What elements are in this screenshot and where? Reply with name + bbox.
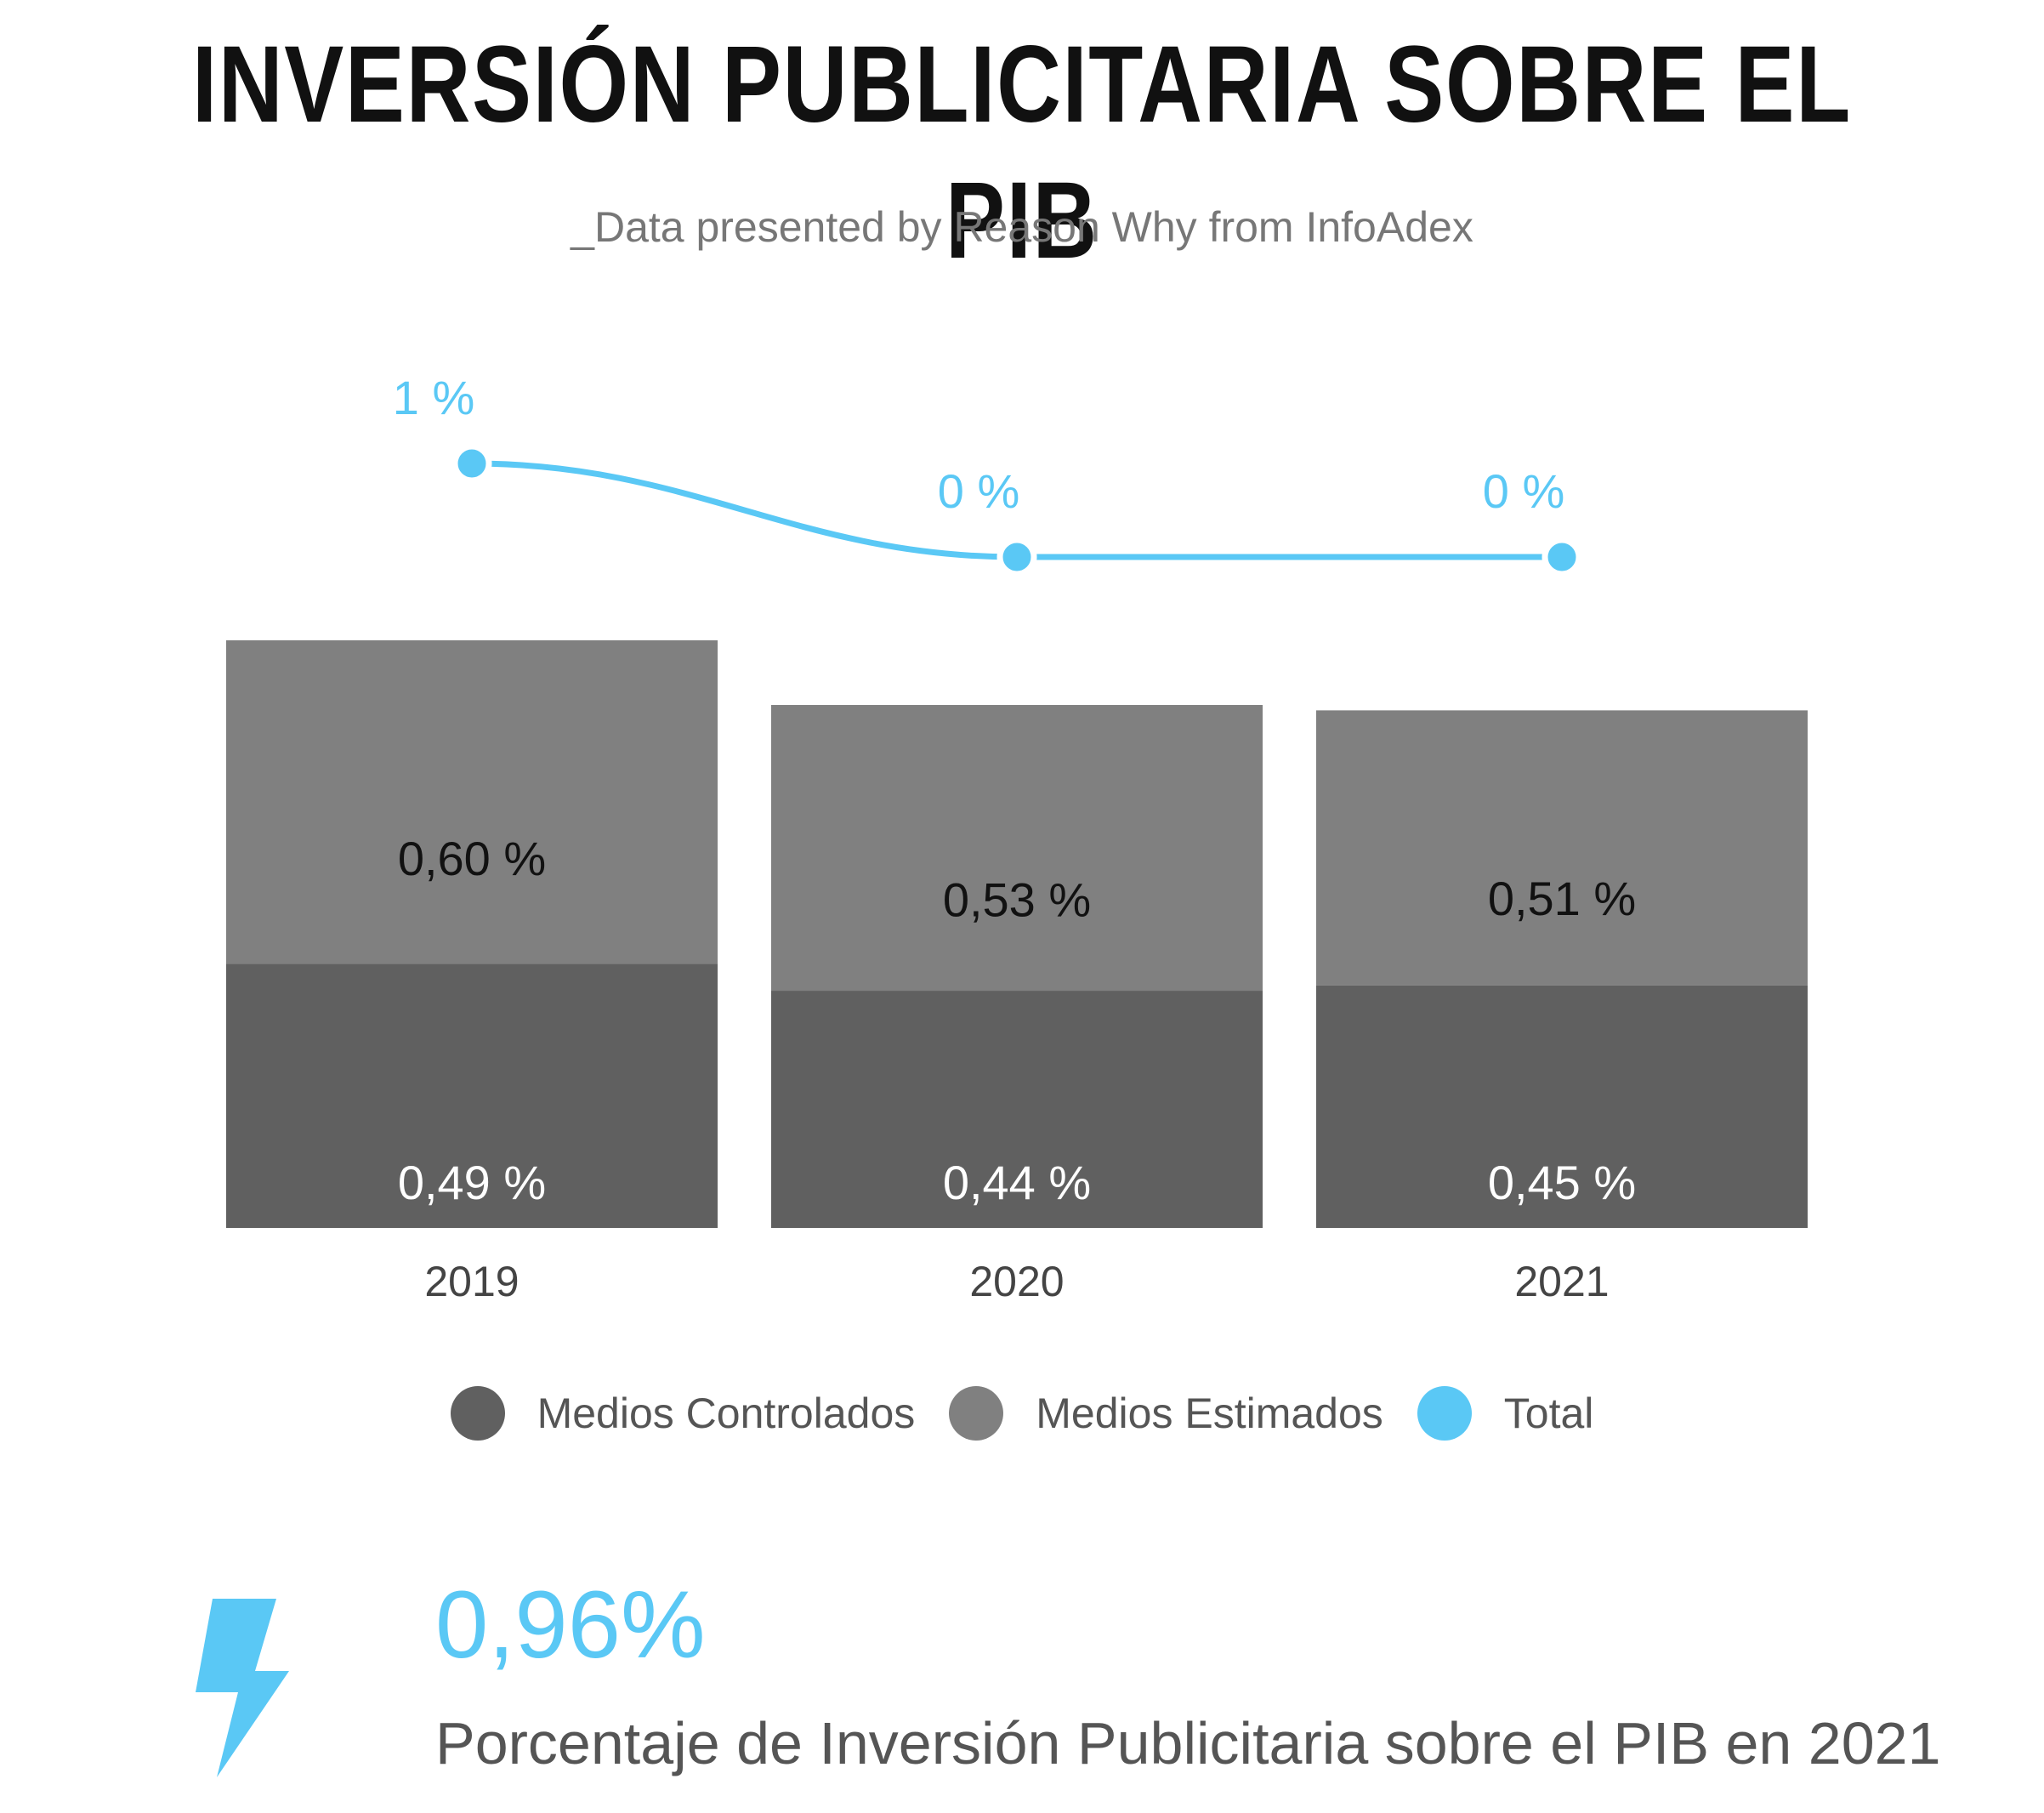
stacked-bar-chart: 0,60 % 0,49 % 2019 0,53 % 0,44 % 2020 0,51 % 0,…: [226, 371, 1808, 1305]
label-estimados-2021: 0,51 %: [1488, 872, 1636, 925]
bar-controlados-2019: [226, 963, 718, 1228]
legend-label-controlados: Medios Controlados: [537, 1390, 916, 1437]
bar-estimados-2020: [771, 705, 1263, 992]
label-controlados-2019: 0,49 %: [398, 1156, 546, 1209]
legend-item-estimados: Medios Estimados: [949, 1386, 1383, 1441]
label-controlados-2021: 0,45 %: [1488, 1156, 1636, 1209]
page-subtitle: _Data presented by Reason Why from InfoA…: [571, 203, 1473, 251]
bar-estimados-2019: [226, 639, 718, 964]
legend-item-controlados: Medios Controlados: [450, 1386, 916, 1441]
chart-legend: Medios Controlados Medios Estimados Tota…: [0, 1386, 2044, 1441]
x-tick-2021: 2021: [1514, 1258, 1609, 1305]
label-estimados-2019: 0,60 %: [398, 832, 546, 885]
callout-text: Porcentaje de Inversión Publicitaria sob…: [435, 1710, 1941, 1776]
x-tick-2019: 2019: [424, 1258, 519, 1305]
legend-swatch-controlados: [450, 1386, 505, 1441]
page-title: INVERSIÓN PUBLICITARIA SOBRE EL PIB: [192, 24, 1852, 281]
total-label-2020: 0 %: [938, 464, 1020, 518]
legend-swatch-estimados: [949, 1386, 1004, 1441]
total-label-2021: 0 %: [1483, 464, 1565, 518]
legend-label-estimados: Medios Estimados: [1036, 1390, 1383, 1437]
bar-estimados-2021: [1316, 710, 1808, 986]
lightning-bolt-icon: [196, 1599, 289, 1777]
bar-controlados-2020: [771, 991, 1263, 1228]
callout-value: 0,96%: [435, 1571, 706, 1678]
legend-label-total: Total: [1503, 1390, 1594, 1437]
label-estimados-2020: 0,53 %: [943, 872, 1091, 926]
total-point-2019: [451, 443, 492, 484]
bar-controlados-2021: [1316, 985, 1808, 1228]
x-tick-2020: 2020: [969, 1258, 1064, 1305]
legend-swatch-total: [1417, 1386, 1472, 1441]
label-controlados-2020: 0,44 %: [943, 1156, 1091, 1209]
total-label-2019: 1 %: [393, 371, 475, 424]
total-point-2021: [1542, 537, 1582, 577]
legend-item-total: Total: [1417, 1386, 1594, 1441]
total-line: [471, 460, 1562, 560]
total-point-2020: [996, 537, 1037, 577]
